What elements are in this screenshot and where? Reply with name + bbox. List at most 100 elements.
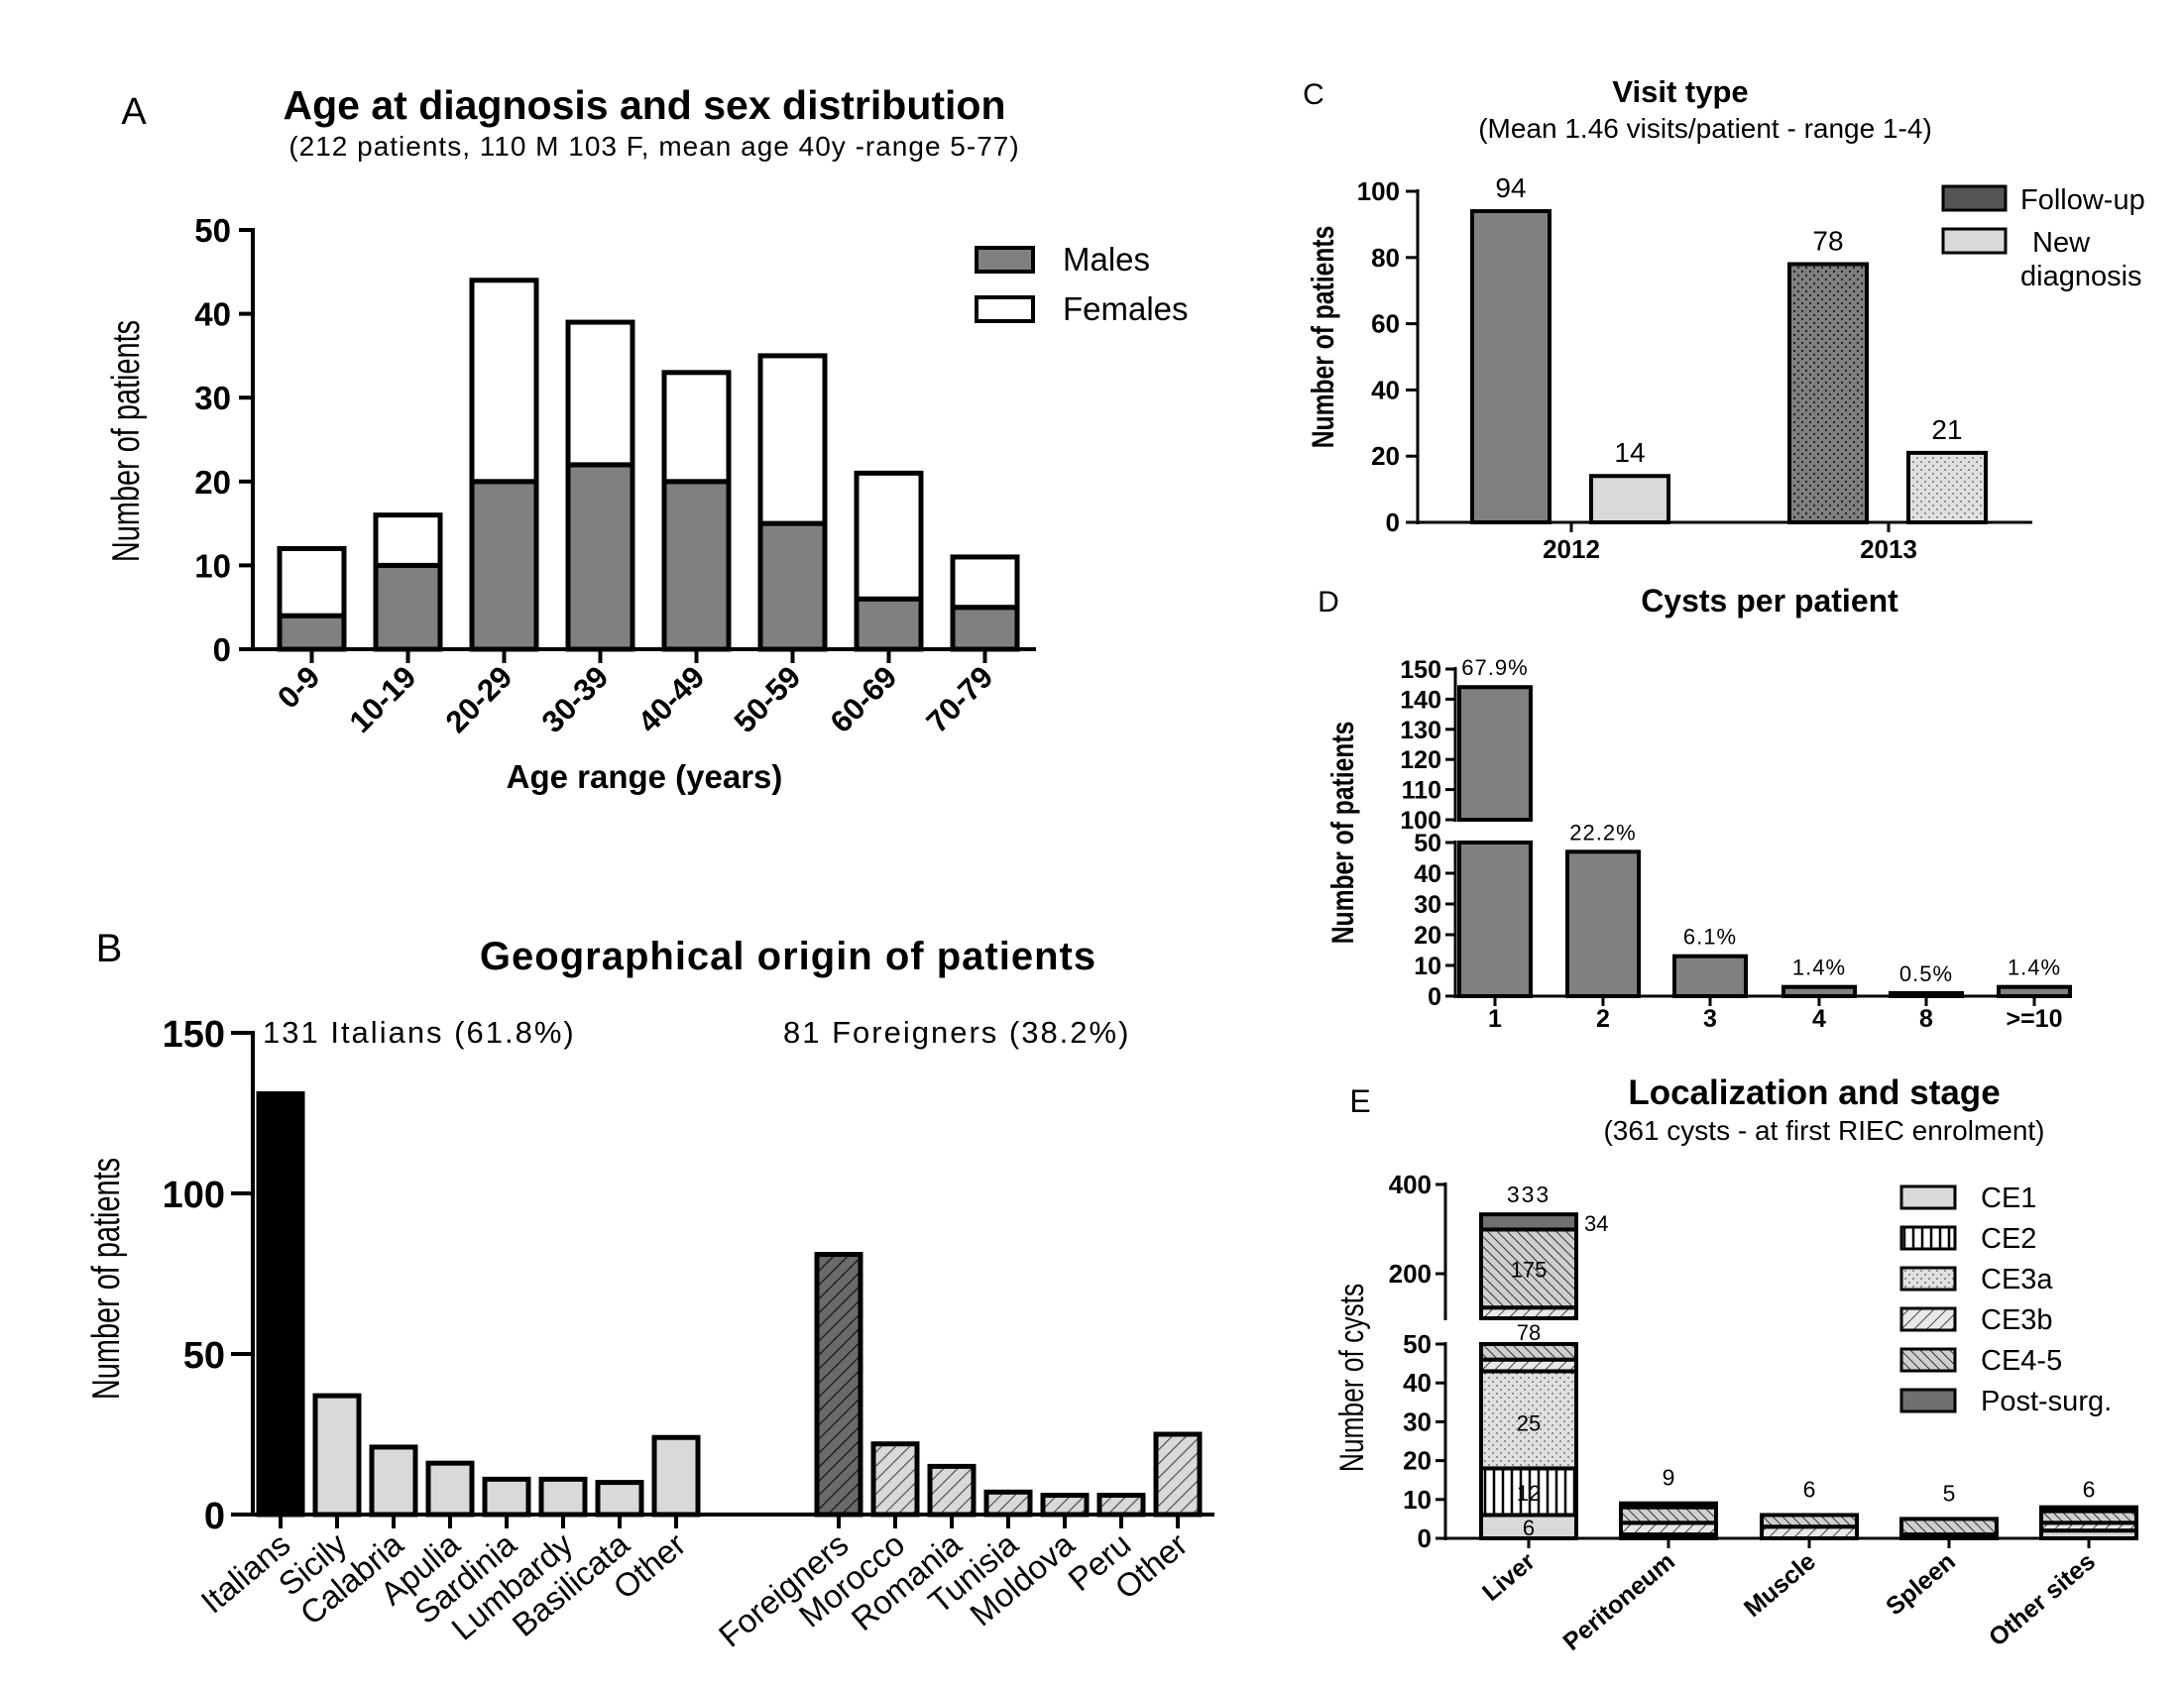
bar-cysts-per-patient <box>1457 841 1533 998</box>
bar-segment-post-surg. <box>1479 1212 1578 1232</box>
total-label: 6 <box>1803 1476 1816 1502</box>
panel-d-ytick-label: 30 <box>1414 891 1441 919</box>
data-label-follow-up: 94 <box>1495 172 1526 203</box>
data-label-new-diagnosis: 14 <box>1614 437 1645 468</box>
panel-letter-a: A <box>121 91 147 133</box>
bar-segment-ce4-5 <box>1479 1342 1578 1362</box>
bar-segment-ce4-5 <box>1760 1513 1859 1529</box>
legend-swatch-new-diagnosis <box>1941 227 2008 255</box>
bar-cysts-per-patient <box>1565 849 1641 998</box>
panel-c-ytick-label: 0 <box>1386 507 1400 537</box>
panel-d-xtick-label: 3 <box>1703 1005 1717 1033</box>
panel-c-subtitle: (Mean 1.46 visits/patient - range 1-4) <box>1478 113 1932 144</box>
bar-males <box>469 479 539 652</box>
panel-letter-b: B <box>96 927 123 970</box>
bar-females <box>854 470 924 602</box>
legend-label-new-diagnosis: New <box>2032 227 2091 259</box>
data-label-follow-up: 78 <box>1812 225 1843 256</box>
panel-e-ytick-label: 0 <box>1418 1523 1432 1553</box>
panel-a-ylabel: Number of patients <box>105 320 148 562</box>
panel-d-xtick-label: 4 <box>1812 1005 1826 1033</box>
bar-cysts-per-patient <box>1782 984 1857 999</box>
bar-males <box>565 462 635 652</box>
legend-swatch-ce3b <box>1899 1306 1957 1332</box>
axis-break-mark <box>1434 1321 1457 1341</box>
bar-males <box>373 562 443 652</box>
bar-females <box>757 353 828 526</box>
panel-e-ytick-label: 40 <box>1403 1368 1432 1398</box>
panel-b-annotation-italians: 131 Italians (61.8%) <box>263 1015 576 1050</box>
legend-swatch-post-surg. <box>1899 1388 1957 1413</box>
panel-e-subtitle: (361 cysts - at first RIEC enrolment) <box>1603 1115 2044 1146</box>
total-label: 333 <box>1507 1182 1551 1207</box>
data-label-percent: 1.4% <box>1792 956 1846 980</box>
panel-e-ylabel: Number of cysts <box>1333 1284 1371 1472</box>
panel-c-ytick-label: 80 <box>1371 243 1400 273</box>
panel-a-xtick-label: 0-9 <box>271 659 326 715</box>
bar-segment-ce4-5 <box>1479 1227 1578 1310</box>
panel-d-ylabel: Number of patients <box>1325 722 1361 945</box>
data-label-percent: 0.5% <box>1899 961 1953 986</box>
panel-b-ytick-label: 0 <box>204 1496 225 1537</box>
bar-sardinia <box>482 1476 531 1518</box>
segment-label-ce3b: 78 <box>1517 1320 1541 1345</box>
axis-break-mark <box>1443 823 1467 840</box>
bar-males <box>950 605 1020 652</box>
bar-segment-ce3a <box>1479 1369 1578 1471</box>
bar-follow-up <box>1470 209 1552 524</box>
bar-tunisia <box>983 1489 1033 1518</box>
panel-d-ytick-label: 10 <box>1414 953 1441 980</box>
bar-other <box>1153 1431 1203 1518</box>
panel-a-ytick-label: 0 <box>213 631 231 668</box>
panel-b-title: Geographical origin of patients <box>480 935 1096 978</box>
segment-label-ce2: 12 <box>1517 1481 1541 1506</box>
panel-b-ytick-label: 50 <box>183 1335 225 1377</box>
legend-swatch-ce1 <box>1899 1184 1957 1210</box>
panel-a-ytick-label: 30 <box>194 380 231 416</box>
legend-swatch-ce3a <box>1899 1266 1957 1292</box>
bar-females <box>469 278 539 485</box>
bar-other <box>651 1434 701 1518</box>
panel-c-ytick-label: 60 <box>1371 309 1400 339</box>
panel-a-xtick-label: 70-79 <box>920 659 1000 739</box>
panel-e-xtick-label: Peritoneum <box>1558 1547 1680 1656</box>
panel-d-ytick-label: 40 <box>1414 860 1441 888</box>
panel-d-ytick-label: 110 <box>1402 777 1441 805</box>
panel-a-xtick-label: 10-19 <box>343 659 423 739</box>
panel-a-ytick-label: 50 <box>194 212 231 249</box>
bar-basilicata <box>595 1480 644 1518</box>
legend-label-ce4-5: CE4-5 <box>1981 1345 2062 1377</box>
bar-females <box>277 545 347 619</box>
segment-label-ce4-5: 175 <box>1511 1258 1548 1283</box>
legend-label-post-surg.: Post-surg. <box>1981 1386 2112 1417</box>
legend-label-ce1: CE1 <box>1981 1182 2036 1214</box>
panel-letter-d: D <box>1318 586 1339 619</box>
panel-e-ytick-label: 30 <box>1403 1407 1432 1436</box>
panel-d-ytick-label: 100 <box>1400 807 1441 835</box>
legend-swatch-follow-up <box>1941 184 2008 212</box>
panel-d-ytick-label: 20 <box>1414 922 1441 950</box>
data-label-percent: 6.1% <box>1683 925 1737 950</box>
bar-italians <box>256 1091 305 1518</box>
bar-females <box>661 370 732 485</box>
panel-a-ytick-label: 40 <box>194 296 231 333</box>
segment-label-post-surg: 34 <box>1584 1211 1608 1236</box>
panel-a-xtick-label: 50-59 <box>728 659 808 739</box>
panel-c-xtick-label: 2012 <box>1543 534 1600 564</box>
data-label-percent: 22.2% <box>1569 820 1636 844</box>
bar-follow-up <box>1787 262 1869 524</box>
panel-e-xtick-label: Muscle <box>1739 1547 1821 1623</box>
panel-d-ytick-label: 50 <box>1414 830 1441 857</box>
panel-d-xtick-label: 8 <box>1919 1005 1933 1033</box>
bar-peru <box>1096 1493 1146 1518</box>
bar-sicily <box>312 1393 362 1518</box>
bar-morocco <box>870 1441 920 1518</box>
panel-d-ytick-label: 120 <box>1400 746 1441 774</box>
panel-d-ytick-label: 0 <box>1428 983 1441 1011</box>
bar-males <box>661 479 732 652</box>
bar-segment-post-surg. <box>2039 1505 2138 1514</box>
data-label-new-diagnosis: 21 <box>1931 414 1962 445</box>
legend-swatch-females <box>975 295 1035 323</box>
panel-b-ytick-label: 150 <box>163 1014 225 1056</box>
